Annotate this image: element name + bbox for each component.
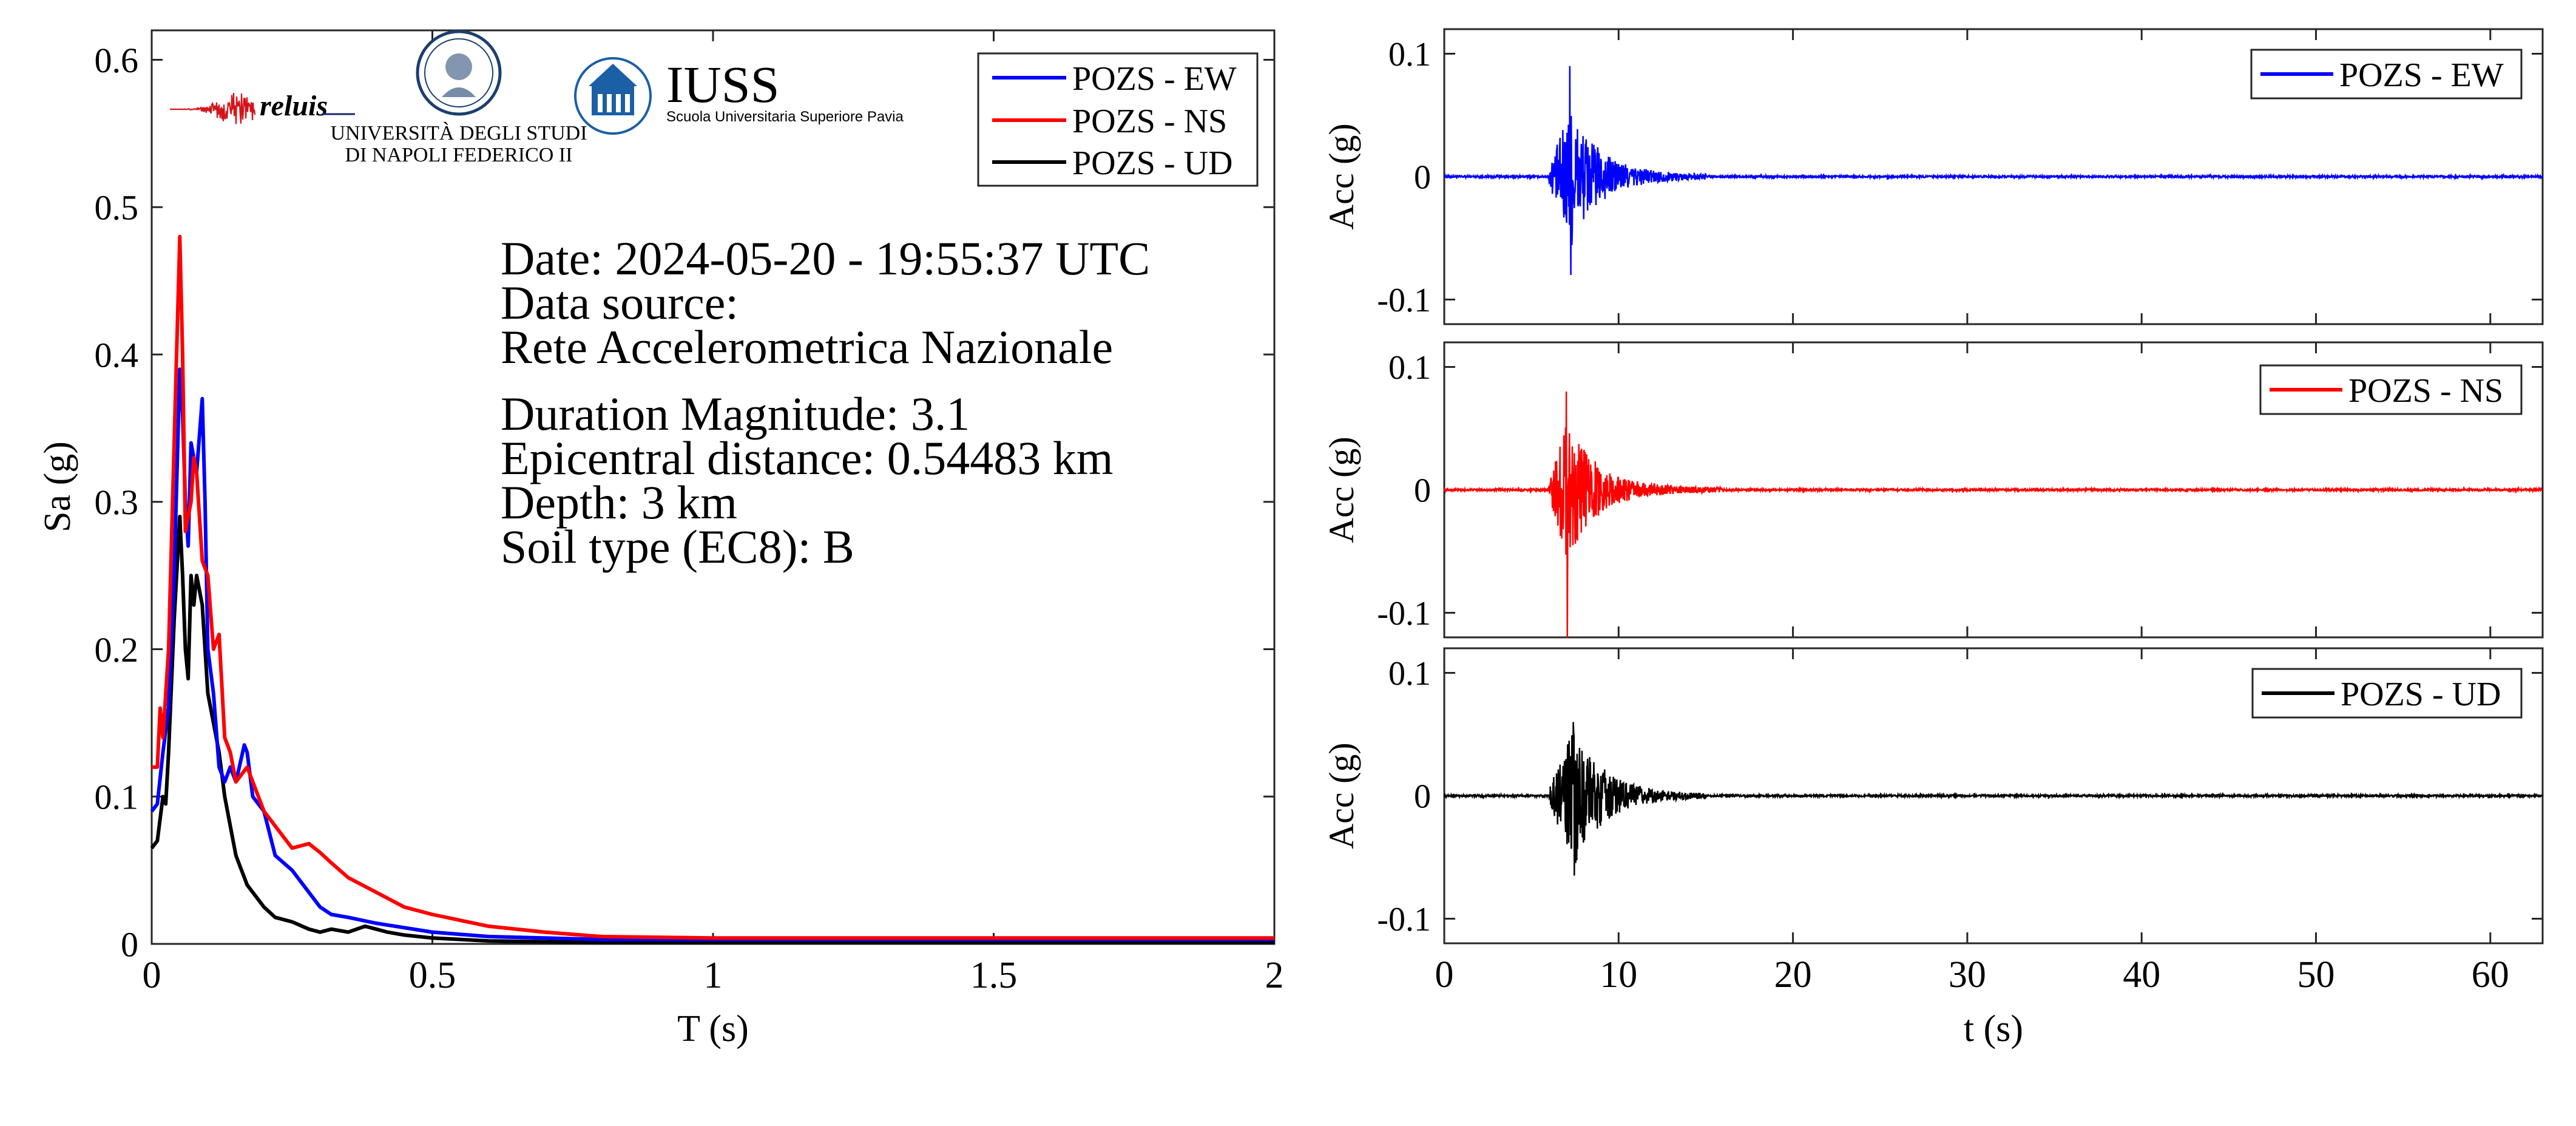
unina-line1: UNIVERSITÀ DEGLI STUDI [330, 122, 587, 144]
spectrum-ytick-label: 0.3 [95, 483, 139, 522]
acc-ns-ytick-label: 0 [1414, 472, 1431, 510]
acc-ud-chart: -0.100.10 10 20 30 40 50 60 Acc (g) POZS - UD … [1322, 647, 2544, 1050]
acc-ud-xtick-label: 30 [1949, 954, 1986, 995]
acc-ns-trace [1443, 391, 2543, 638]
unina-seal-icon [416, 30, 502, 116]
acc-ew-ylabel: Acc (g) [1322, 123, 1361, 230]
spectrum-xtick-label: 0.5 [409, 955, 456, 996]
epicentral-distance: Epicentral distance: 0.54483 km [501, 432, 1113, 484]
spectrum-series [150, 234, 1274, 945]
acc-ns-ticks: -0.1 0 0.1 [1377, 342, 2543, 637]
acc-ud-xtick-label: 0 [1435, 954, 1454, 995]
acc-ud-ytick-label: -0.1 [1377, 901, 1431, 938]
spectrum-line-ud [150, 515, 1274, 945]
acc-ud-ticks: -0.100.10 10 20 30 40 50 60 [1377, 648, 2543, 995]
acc-ud-xtick-label: 50 [2297, 954, 2335, 995]
reluis-logo-text: reluis [260, 90, 328, 122]
data-source-label: Data source: [501, 276, 739, 329]
spectrum-xlabel: T (s) [677, 1008, 749, 1050]
acc-xlabel: t (s) [1964, 1008, 2023, 1050]
legend-label-acc-ew: POZS - EW [2339, 56, 2504, 94]
acc-ns-series [1443, 391, 2543, 638]
acc-ew-chart: -0.1 0 0.1 Acc (g) POZS - EW [1322, 28, 2544, 325]
spectrum-ytick-label: 0.2 [95, 630, 139, 670]
duration-magnitude: Duration Magnitude: 3.1 [501, 387, 970, 440]
acc-ew-ytick-label: -0.1 [1377, 282, 1431, 319]
acc-ud-xtick-label: 40 [2123, 954, 2160, 995]
legend-label-ud: POZS - UD [1072, 144, 1232, 182]
legend-label-ns: POZS - NS [1072, 103, 1227, 140]
depth: Depth: 3 km [501, 476, 737, 529]
spectrum-ytick-label: 0.4 [95, 335, 139, 375]
acc-ew-ytick-label: 0.1 [1388, 36, 1431, 73]
spectrum-ticks: 0 0.1 0.2 0.3 0.4 0.5 0.6 0 0.5 1 1.5 2 [95, 30, 1284, 996]
acc-ew-ytick-label: 0 [1414, 159, 1431, 197]
acc-ns-chart: -0.1 0 0.1 Acc (g) POZS - NS [1322, 341, 2544, 639]
event-info: Date: 2024-05-20 - 19:55:37 UTC Data sou… [501, 232, 1150, 573]
acc-ud-xtick-label: 20 [1774, 954, 1812, 995]
acc-ew-series [1443, 66, 2543, 276]
acc-ud-series [1443, 722, 2543, 876]
spectrum-xtick-label: 0 [143, 955, 161, 996]
acc-ud-xtick-label: 10 [1600, 954, 1637, 995]
iuss-logo: IUSS Scuola Universitaria Superiore Pavi… [574, 55, 904, 135]
unina-line2: DI NAPOLI FEDERICO II [345, 144, 573, 166]
event-date: Date: 2024-05-20 - 19:55:37 UTC [501, 232, 1150, 285]
legend-label-acc-ud: POZS - UD [2341, 676, 2501, 713]
acc-ud-ytick-label: 0 [1414, 778, 1431, 816]
spectrum-ytick-label: 0.5 [95, 188, 139, 228]
spectrum-xtick-label: 2 [1265, 955, 1284, 996]
unina-logo: UNIVERSITÀ DEGLI STUDI DI NAPOLI FEDERIC… [330, 30, 587, 166]
acc-ew-trace [1443, 66, 2543, 276]
acc-ud-xtick-label: 60 [2472, 954, 2509, 995]
spectrum-line-ns [152, 234, 1274, 940]
reluis-waveform [170, 92, 256, 124]
acc-ns-ylabel: Acc (g) [1322, 436, 1361, 543]
spectrum-ytick-label: 0.6 [95, 41, 139, 80]
legend-label-ew: POZS - EW [1072, 60, 1237, 98]
iuss-emblem-icon [574, 57, 652, 135]
iuss-name: IUSS [666, 55, 779, 114]
acc-ud-ytick-label: 0.1 [1388, 655, 1431, 693]
spectrum-xtick-label: 1 [704, 955, 723, 996]
data-source-value: Rete Accelerometrica Nazionale [501, 321, 1113, 373]
reluis-waveform-icon [170, 92, 256, 124]
spectrum-legend: POZS - EW POZS - NS POZS - UD [977, 52, 1259, 187]
acc-ew-ticks: -0.1 0 0.1 [1377, 29, 2543, 324]
legend-label-acc-ns: POZS - NS [2348, 372, 2503, 410]
spectrum-ytick-label: 0 [121, 924, 138, 964]
acc-ns-ytick-label: 0.1 [1388, 349, 1431, 387]
acc-ud-ylabel: Acc (g) [1322, 742, 1361, 849]
spectrum-xtick-label: 1.5 [970, 955, 1018, 996]
acc-ns-ytick-label: -0.1 [1377, 595, 1431, 633]
spectrum-ytick-label: 0.1 [95, 778, 139, 817]
spectrum-ylabel: Sa (g) [37, 441, 78, 532]
acc-ud-trace [1443, 722, 2543, 876]
reluis-logo: reluis [170, 90, 355, 124]
spectrum-chart: 0 0.1 0.2 0.3 0.4 0.5 0.6 0 0.5 1 1.5 2 T (s) Sa (g… [37, 29, 1284, 1050]
soil-type: Soil type (EC8): B [501, 520, 854, 573]
iuss-subtitle: Scuola Universitaria Superiore Pavia [666, 109, 904, 125]
